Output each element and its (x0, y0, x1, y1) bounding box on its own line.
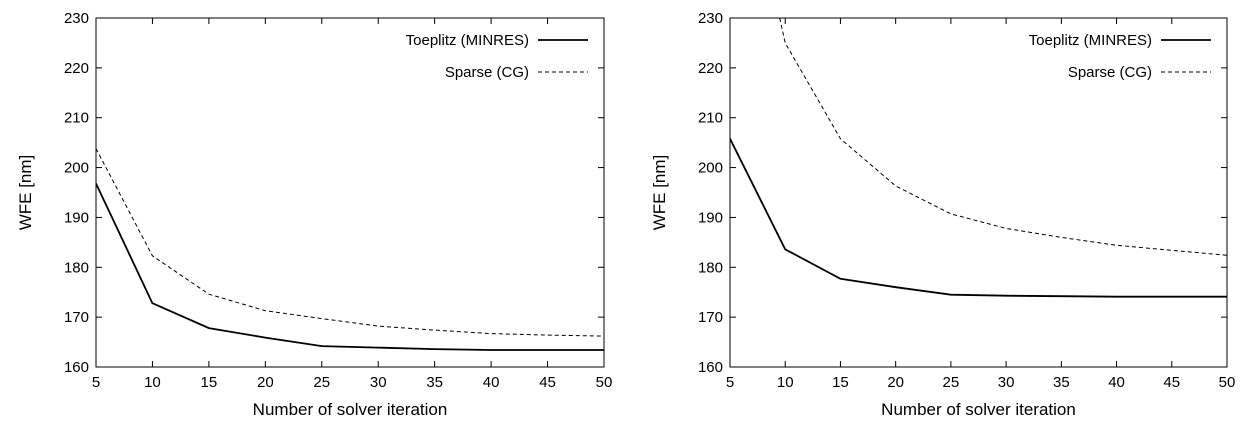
x-tick-label: 5 (92, 374, 100, 391)
y-axis-label: WFE [nm] (16, 155, 35, 231)
x-tick-label: 45 (539, 374, 556, 391)
y-tick-label: 230 (64, 10, 89, 27)
x-tick-label: 20 (887, 374, 904, 391)
x-axis-label: Number of solver iteration (881, 400, 1076, 419)
series-line-toeplitz-minres (96, 183, 604, 351)
y-tick-label: 220 (64, 60, 89, 77)
y-tick-label: 220 (698, 60, 723, 77)
x-tick-label: 40 (483, 374, 500, 391)
x-tick-label: 30 (998, 374, 1015, 391)
y-tick-label: 230 (698, 10, 723, 27)
y-axis-label: WFE [nm] (650, 155, 669, 231)
x-tick-label: 5 (726, 374, 734, 391)
legend-label: Toeplitz (MINRES) (1029, 32, 1152, 49)
legend-label: Toeplitz (MINRES) (406, 32, 529, 49)
y-tick-label: 170 (64, 309, 89, 326)
x-tick-label: 15 (832, 374, 849, 391)
legend-label: Sparse (CG) (445, 64, 529, 81)
y-tick-label: 210 (698, 110, 723, 127)
y-tick-label: 200 (698, 160, 723, 177)
x-tick-label: 35 (1053, 374, 1070, 391)
x-tick-label: 50 (596, 374, 613, 391)
x-tick-label: 20 (257, 374, 274, 391)
plot-frame (729, 17, 1228, 368)
series-line-sparse-cg (779, 18, 1227, 256)
x-tick-label: 50 (1219, 374, 1236, 391)
chart-panel-1: 160 170 180 190 200 210 220 230 5 10 15 20 25 30 35 40 4… (16, 10, 612, 419)
x-axis-label: Number of solver iteration (253, 400, 448, 419)
x-tick-label: 35 (426, 374, 443, 391)
x-tick-label: 40 (1108, 374, 1125, 391)
y-tick-label: 160 (64, 359, 89, 376)
y-tick-label: 200 (64, 160, 89, 177)
y-tick-label: 190 (64, 209, 89, 226)
y-tick-label: 160 (698, 359, 723, 376)
y-tick-label: 190 (698, 209, 723, 226)
y-tick-label: 210 (64, 110, 89, 127)
plot-frame (95, 17, 605, 368)
x-tick-label: 10 (144, 374, 161, 391)
series-line-sparse-cg (96, 148, 604, 337)
series-line-toeplitz-minres (730, 138, 1227, 298)
x-tick-label: 15 (201, 374, 218, 391)
x-tick-label: 10 (777, 374, 794, 391)
x-tick-label: 25 (313, 374, 330, 391)
x-tick-label: 30 (370, 374, 387, 391)
y-tick-label: 180 (698, 259, 723, 276)
legend-label: Sparse (CG) (1068, 64, 1152, 81)
y-tick-label: 180 (64, 259, 89, 276)
x-tick-label: 45 (1163, 374, 1180, 391)
y-tick-label: 170 (698, 309, 723, 326)
chart-panel-2: 160 170 180 190 200 210 220 230 5 10 15 20 25 30 35 40 4… (650, 10, 1235, 419)
x-tick-label: 25 (943, 374, 960, 391)
